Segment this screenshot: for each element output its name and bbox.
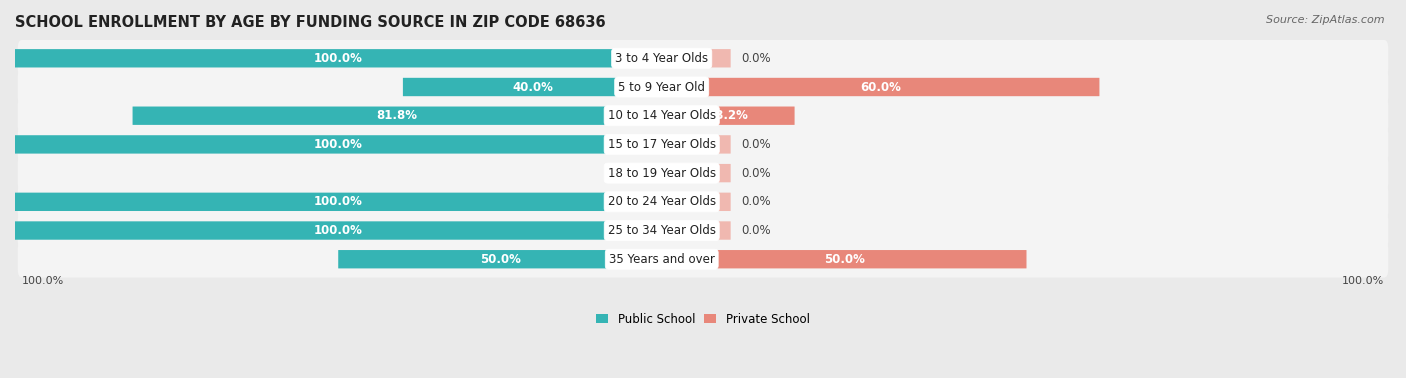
FancyBboxPatch shape (339, 250, 662, 268)
Text: 100.0%: 100.0% (314, 195, 363, 208)
Text: 81.8%: 81.8% (377, 109, 418, 122)
Text: 40.0%: 40.0% (512, 81, 553, 93)
Text: 0.0%: 0.0% (741, 138, 770, 151)
FancyBboxPatch shape (18, 183, 1388, 220)
FancyBboxPatch shape (662, 250, 1026, 268)
FancyBboxPatch shape (132, 107, 662, 125)
Text: 100.0%: 100.0% (1341, 276, 1384, 286)
Text: 0.0%: 0.0% (741, 195, 770, 208)
FancyBboxPatch shape (662, 107, 794, 125)
Text: 0.0%: 0.0% (741, 224, 770, 237)
Text: 35 Years and over: 35 Years and over (609, 253, 714, 266)
FancyBboxPatch shape (662, 49, 731, 68)
Text: SCHOOL ENROLLMENT BY AGE BY FUNDING SOURCE IN ZIP CODE 68636: SCHOOL ENROLLMENT BY AGE BY FUNDING SOUR… (15, 15, 606, 30)
FancyBboxPatch shape (15, 49, 662, 68)
Text: Source: ZipAtlas.com: Source: ZipAtlas.com (1267, 15, 1385, 25)
Text: 100.0%: 100.0% (22, 276, 65, 286)
Text: 18.2%: 18.2% (707, 109, 748, 122)
FancyBboxPatch shape (18, 40, 1388, 77)
FancyBboxPatch shape (18, 69, 1388, 105)
Text: 0.0%: 0.0% (612, 167, 641, 180)
Text: 0.0%: 0.0% (741, 167, 770, 180)
Text: 100.0%: 100.0% (314, 138, 363, 151)
Text: 25 to 34 Year Olds: 25 to 34 Year Olds (607, 224, 716, 237)
Text: 20 to 24 Year Olds: 20 to 24 Year Olds (607, 195, 716, 208)
Text: 3 to 4 Year Olds: 3 to 4 Year Olds (616, 52, 709, 65)
Text: 18 to 19 Year Olds: 18 to 19 Year Olds (607, 167, 716, 180)
FancyBboxPatch shape (18, 97, 1388, 134)
Legend: Public School, Private School: Public School, Private School (592, 308, 814, 331)
Text: 100.0%: 100.0% (314, 224, 363, 237)
FancyBboxPatch shape (18, 155, 1388, 192)
Text: 5 to 9 Year Old: 5 to 9 Year Old (619, 81, 706, 93)
FancyBboxPatch shape (662, 135, 731, 153)
Text: 10 to 14 Year Olds: 10 to 14 Year Olds (607, 109, 716, 122)
Text: 50.0%: 50.0% (824, 253, 865, 266)
FancyBboxPatch shape (15, 222, 662, 240)
FancyBboxPatch shape (404, 78, 662, 96)
FancyBboxPatch shape (662, 164, 731, 182)
FancyBboxPatch shape (662, 78, 1099, 96)
Text: 15 to 17 Year Olds: 15 to 17 Year Olds (607, 138, 716, 151)
Text: 0.0%: 0.0% (741, 52, 770, 65)
Text: 50.0%: 50.0% (479, 253, 520, 266)
Text: 100.0%: 100.0% (314, 52, 363, 65)
FancyBboxPatch shape (662, 222, 731, 240)
FancyBboxPatch shape (18, 126, 1388, 163)
FancyBboxPatch shape (15, 193, 662, 211)
FancyBboxPatch shape (18, 241, 1388, 277)
FancyBboxPatch shape (18, 212, 1388, 249)
Text: 60.0%: 60.0% (860, 81, 901, 93)
FancyBboxPatch shape (15, 135, 662, 153)
FancyBboxPatch shape (662, 193, 731, 211)
